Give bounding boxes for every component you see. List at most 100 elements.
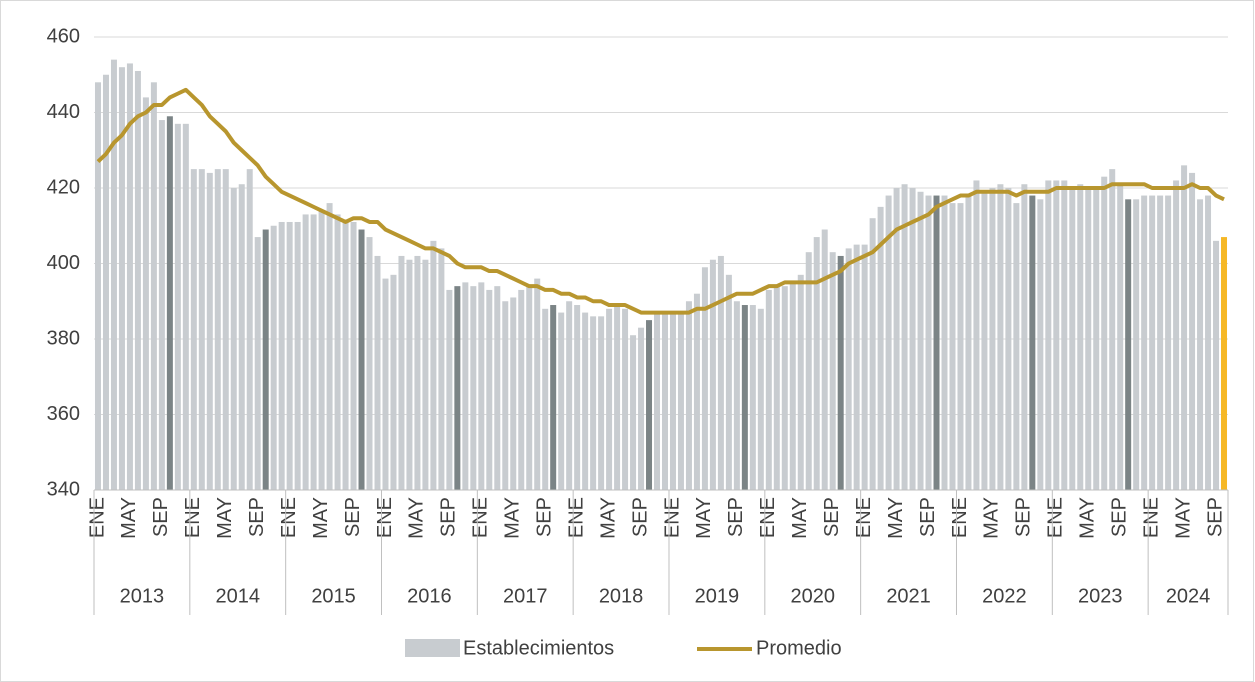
bar bbox=[805, 252, 812, 490]
bar bbox=[598, 316, 605, 490]
year-label: 2020 bbox=[790, 585, 835, 607]
bar bbox=[789, 282, 796, 490]
bar bbox=[430, 240, 437, 490]
bar bbox=[733, 301, 740, 490]
bar bbox=[630, 335, 637, 490]
bar bbox=[997, 184, 1004, 490]
line bbox=[96, 87, 1225, 315]
bar bbox=[741, 305, 748, 490]
bar bbox=[845, 248, 852, 490]
bar bbox=[1109, 169, 1116, 490]
year-label: 2015 bbox=[311, 585, 356, 607]
bar bbox=[781, 286, 788, 490]
bar bbox=[590, 316, 597, 490]
bar bbox=[150, 82, 157, 491]
bar bbox=[606, 308, 613, 490]
bar bbox=[901, 184, 908, 490]
x-tick-label: SEP bbox=[246, 497, 268, 537]
x-tick-label: MAY bbox=[597, 497, 619, 539]
bar bbox=[1213, 240, 1220, 490]
legend-label: Promedio bbox=[756, 637, 842, 659]
x-tick-label: SEP bbox=[821, 497, 843, 537]
legend-label: Establecimientos bbox=[463, 637, 614, 659]
bar bbox=[454, 286, 461, 490]
bar bbox=[765, 289, 772, 490]
x-tick-label: MAY bbox=[981, 497, 1003, 539]
bar bbox=[462, 282, 469, 490]
bar bbox=[1077, 184, 1084, 490]
bar bbox=[1149, 195, 1156, 491]
year-label: 2023 bbox=[1078, 585, 1123, 607]
x-tick-label: SEP bbox=[342, 497, 364, 537]
bar bbox=[957, 203, 964, 490]
x-tick-label: ENE bbox=[374, 497, 396, 538]
bar bbox=[206, 172, 213, 490]
x-tick-label: ENE bbox=[853, 497, 875, 538]
bar bbox=[110, 59, 117, 491]
x-tick-label: MAY bbox=[885, 497, 907, 539]
bar bbox=[1021, 184, 1028, 490]
bar bbox=[398, 255, 405, 490]
bar bbox=[693, 293, 700, 490]
bar bbox=[390, 274, 397, 490]
bar bbox=[246, 169, 253, 490]
bar bbox=[869, 218, 876, 490]
bar bbox=[326, 203, 333, 490]
bar bbox=[973, 180, 980, 490]
x-tick-label: MAY bbox=[502, 497, 524, 539]
bar bbox=[757, 308, 764, 490]
x-tick-label: MAY bbox=[310, 497, 332, 539]
bar bbox=[510, 297, 517, 490]
bar bbox=[677, 312, 684, 490]
x-tick-label: SEP bbox=[725, 497, 747, 537]
bar bbox=[646, 320, 653, 490]
bar bbox=[118, 67, 125, 490]
bar bbox=[1197, 199, 1204, 490]
bar bbox=[534, 278, 541, 490]
bar bbox=[366, 237, 373, 490]
bar bbox=[1157, 195, 1164, 491]
bar bbox=[262, 229, 269, 490]
bar bbox=[358, 229, 365, 490]
bar bbox=[749, 305, 756, 490]
x-tick-label: SEP bbox=[1108, 497, 1130, 537]
bar bbox=[470, 286, 477, 490]
bar bbox=[1093, 188, 1100, 490]
bar bbox=[925, 195, 932, 491]
bar bbox=[1117, 184, 1124, 490]
bar bbox=[334, 214, 341, 491]
bar bbox=[861, 244, 868, 490]
bar bbox=[254, 237, 261, 490]
x-tick-label: ENE bbox=[661, 497, 683, 538]
year-label: 2013 bbox=[120, 585, 165, 607]
x-tick-label: ENE bbox=[1140, 497, 1162, 538]
bar bbox=[566, 301, 573, 490]
bar bbox=[182, 123, 189, 490]
bar bbox=[853, 244, 860, 490]
y-tick-label: 340 bbox=[47, 478, 80, 500]
bar bbox=[238, 184, 245, 490]
bar bbox=[318, 210, 325, 490]
x-tick-label: SEP bbox=[917, 497, 939, 537]
bar bbox=[917, 191, 924, 490]
bar bbox=[1029, 195, 1036, 491]
bar bbox=[302, 214, 309, 491]
bar bbox=[821, 229, 828, 490]
x-tick-label: ENE bbox=[757, 497, 779, 538]
bar bbox=[989, 188, 996, 490]
bar bbox=[941, 195, 948, 491]
bar bbox=[701, 267, 708, 490]
bar bbox=[158, 120, 165, 491]
bar bbox=[885, 195, 892, 491]
bar bbox=[1189, 172, 1196, 490]
year-label: 2024 bbox=[1166, 585, 1211, 607]
bar bbox=[438, 248, 445, 490]
legend-swatch bbox=[405, 639, 460, 657]
bar bbox=[1069, 188, 1076, 490]
bar bbox=[622, 308, 629, 490]
x-tick-label: MAY bbox=[1077, 497, 1099, 539]
bar bbox=[406, 259, 413, 490]
x-tick-label: ENE bbox=[1045, 497, 1067, 538]
bar bbox=[909, 188, 916, 490]
x-tick-label: SEP bbox=[150, 497, 172, 537]
